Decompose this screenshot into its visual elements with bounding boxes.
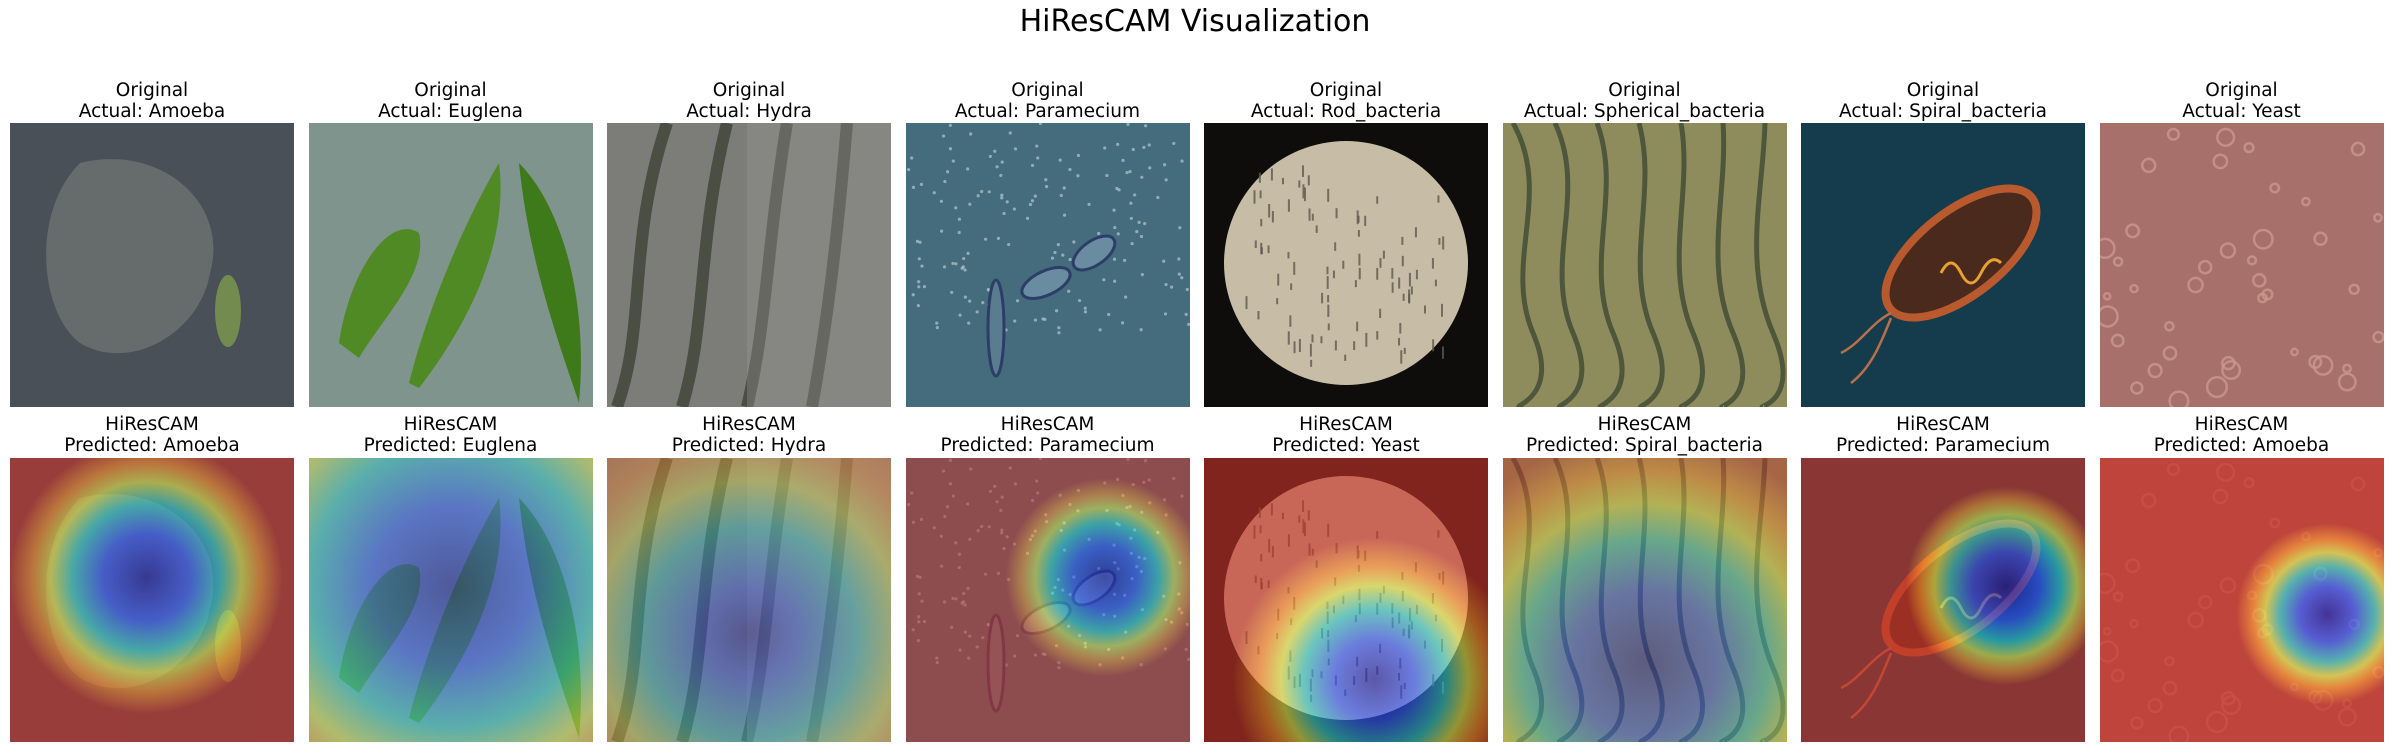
predicted-label: Predicted: Amoeba: [64, 435, 240, 456]
actual-label: Actual: Yeast: [2182, 101, 2301, 122]
microscope-image: [1801, 123, 2085, 407]
panel-title-method: HiResCAM: [1896, 414, 1990, 435]
heatmap-overlay-image: [1502, 458, 1787, 742]
panel-title-method: Original: [1011, 80, 1084, 101]
panel-title: Original Actual: Hydra: [577, 80, 921, 122]
actual-label: Actual: Amoeba: [78, 101, 226, 122]
predicted-label: Predicted: Paramecium: [1835, 435, 2051, 456]
panel-title-method: Original: [1309, 80, 1383, 101]
actual-label: Actual: Rod_bacteria: [1250, 101, 1442, 122]
panel-title: HiResCAM Predicted: Spiral_bacteria: [1473, 414, 1817, 456]
panel-title: HiResCAM Predicted: Paramecium: [876, 414, 1220, 456]
microscope-image: [1502, 123, 1787, 407]
panel-title-method: Original: [712, 80, 786, 101]
actual-label: Actual: Spherical_bacteria: [1523, 101, 1766, 122]
predicted-label: Predicted: Amoeba: [2153, 435, 2330, 456]
panel-title: HiResCAM Predicted: Hydra: [577, 414, 921, 456]
microscope-image: [1204, 123, 1488, 407]
heatmap-overlay-image: [1801, 458, 2085, 742]
panel-title: HiResCAM Predicted: Amoeba: [0, 414, 324, 456]
heatmap-overlay-image: [1204, 458, 1488, 742]
panel-title: Original Actual: Amoeba: [0, 80, 324, 122]
panel-title-method: HiResCAM: [105, 414, 199, 435]
panel-title: Original Actual: Euglena: [279, 80, 623, 122]
actual-label: Actual: Hydra: [686, 101, 812, 122]
panel-title-method: Original: [2205, 80, 2278, 101]
panel-title-method: Original: [1608, 80, 1681, 101]
panel-title: Original Actual: Spiral_bacteria: [1771, 80, 2115, 122]
panel-title-method: HiResCAM: [1000, 414, 1095, 435]
predicted-label: Predicted: Spiral_bacteria: [1526, 435, 1763, 456]
heatmap-overlay-image: [607, 458, 891, 742]
panel-title-method: HiResCAM: [1597, 414, 1692, 435]
panel-title: Original Actual: Yeast: [2070, 80, 2390, 122]
heatmap-overlay-image: [308, 458, 593, 742]
panel-title-method: Original: [1906, 80, 1980, 101]
panel-title: Original Actual: Spherical_bacteria: [1473, 80, 1817, 122]
panel-title: HiResCAM Predicted: Euglena: [279, 414, 623, 456]
actual-label: Actual: Euglena: [378, 101, 523, 122]
panel-title-method: Original: [414, 80, 487, 101]
heatmap-overlay-image: [905, 458, 1190, 742]
panel-title-method: Original: [115, 80, 189, 101]
microscope-image: [607, 123, 891, 407]
microscope-image: [10, 123, 294, 407]
panel-title: HiResCAM Predicted: Amoeba: [2070, 414, 2390, 456]
microscope-image: [2099, 123, 2384, 407]
heatmap-overlay-image: [10, 458, 294, 742]
predicted-label: Predicted: Paramecium: [940, 435, 1155, 456]
panel-title-method: HiResCAM: [403, 414, 498, 435]
panel-title: HiResCAM Predicted: Yeast: [1174, 414, 1518, 456]
microscope-image: [905, 123, 1190, 407]
figure-title: HiResCAM Visualization: [1019, 4, 1371, 39]
panel-title: HiResCAM Predicted: Paramecium: [1771, 414, 2115, 456]
actual-label: Actual: Spiral_bacteria: [1839, 101, 2047, 122]
microscope-image: [308, 123, 593, 407]
actual-label: Actual: Paramecium: [954, 101, 1141, 122]
panel-title-method: HiResCAM: [1299, 414, 1393, 435]
predicted-label: Predicted: Euglena: [363, 435, 538, 456]
predicted-label: Predicted: Hydra: [671, 435, 827, 456]
panel-title: Original Actual: Rod_bacteria: [1174, 80, 1518, 122]
heatmap-overlay-image: [2099, 458, 2384, 742]
panel-title-method: HiResCAM: [2194, 414, 2289, 435]
panel-title-method: HiResCAM: [702, 414, 796, 435]
predicted-label: Predicted: Yeast: [1272, 435, 1420, 456]
panel-title: Original Actual: Paramecium: [876, 80, 1220, 122]
